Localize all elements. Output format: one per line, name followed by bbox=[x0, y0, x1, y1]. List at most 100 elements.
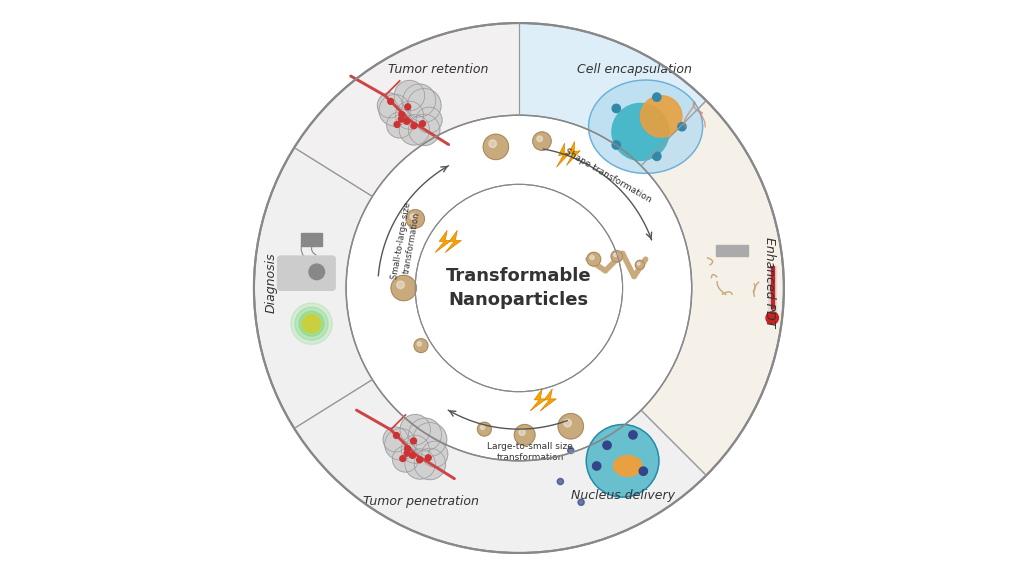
Polygon shape bbox=[445, 230, 461, 253]
Circle shape bbox=[394, 81, 425, 111]
Circle shape bbox=[346, 115, 692, 461]
Circle shape bbox=[385, 429, 417, 460]
Circle shape bbox=[411, 214, 416, 219]
Circle shape bbox=[387, 112, 413, 138]
Circle shape bbox=[558, 414, 584, 439]
Circle shape bbox=[480, 425, 484, 430]
Circle shape bbox=[309, 264, 325, 279]
Circle shape bbox=[477, 422, 492, 436]
Bar bbox=[771, 266, 773, 308]
Circle shape bbox=[640, 96, 682, 137]
Wedge shape bbox=[294, 23, 519, 196]
Circle shape bbox=[587, 252, 601, 266]
Circle shape bbox=[514, 425, 536, 445]
Polygon shape bbox=[556, 143, 570, 167]
Circle shape bbox=[383, 427, 409, 452]
Circle shape bbox=[392, 446, 419, 472]
Circle shape bbox=[254, 23, 784, 553]
Circle shape bbox=[425, 455, 431, 461]
Circle shape bbox=[567, 448, 573, 453]
Circle shape bbox=[557, 479, 563, 484]
Circle shape bbox=[403, 119, 410, 124]
Circle shape bbox=[420, 121, 425, 127]
Wedge shape bbox=[641, 101, 784, 475]
Circle shape bbox=[612, 104, 669, 161]
Circle shape bbox=[404, 104, 411, 110]
Circle shape bbox=[635, 260, 644, 270]
Circle shape bbox=[400, 415, 430, 445]
Circle shape bbox=[299, 311, 324, 336]
Circle shape bbox=[411, 438, 417, 444]
Circle shape bbox=[587, 425, 658, 497]
FancyBboxPatch shape bbox=[278, 256, 335, 290]
Bar bbox=[717, 245, 748, 256]
Wedge shape bbox=[519, 23, 707, 166]
Circle shape bbox=[593, 462, 601, 470]
Circle shape bbox=[414, 339, 428, 353]
Text: Tumor penetration: Tumor penetration bbox=[364, 495, 479, 507]
Circle shape bbox=[399, 456, 406, 461]
Circle shape bbox=[410, 453, 416, 458]
Circle shape bbox=[590, 255, 594, 260]
Circle shape bbox=[404, 450, 410, 456]
Circle shape bbox=[401, 435, 429, 463]
Circle shape bbox=[613, 253, 617, 257]
Circle shape bbox=[417, 342, 421, 346]
Circle shape bbox=[404, 449, 435, 479]
Circle shape bbox=[378, 93, 402, 118]
Circle shape bbox=[578, 499, 585, 505]
Ellipse shape bbox=[589, 80, 702, 173]
Circle shape bbox=[398, 116, 404, 122]
Polygon shape bbox=[541, 389, 556, 411]
Circle shape bbox=[488, 140, 497, 147]
Circle shape bbox=[416, 184, 623, 392]
Wedge shape bbox=[641, 101, 784, 475]
Circle shape bbox=[388, 98, 393, 104]
Text: Diagnosis: Diagnosis bbox=[265, 252, 278, 313]
Circle shape bbox=[394, 122, 400, 127]
Text: Nucleus delivery: Nucleus delivery bbox=[570, 489, 675, 502]
Circle shape bbox=[652, 152, 662, 161]
Circle shape bbox=[302, 314, 321, 333]
Text: Transformable
Nanoparticles: Transformable Nanoparticles bbox=[446, 267, 592, 309]
Text: Large-to-small size
transformation: Large-to-small size transformation bbox=[487, 442, 573, 462]
Circle shape bbox=[637, 263, 640, 265]
Circle shape bbox=[404, 446, 411, 452]
Circle shape bbox=[295, 307, 328, 340]
Circle shape bbox=[639, 467, 647, 475]
Circle shape bbox=[603, 441, 611, 449]
Circle shape bbox=[416, 107, 442, 133]
Text: Small-to-large size
transformation: Small-to-large size transformation bbox=[390, 202, 423, 282]
Circle shape bbox=[406, 210, 424, 228]
Circle shape bbox=[409, 418, 441, 451]
Polygon shape bbox=[435, 230, 452, 253]
Circle shape bbox=[629, 431, 637, 439]
Circle shape bbox=[379, 94, 411, 126]
Circle shape bbox=[611, 251, 623, 262]
Circle shape bbox=[612, 141, 621, 149]
Circle shape bbox=[766, 312, 778, 324]
Circle shape bbox=[612, 104, 621, 112]
Circle shape bbox=[415, 448, 445, 480]
Circle shape bbox=[408, 89, 441, 122]
Circle shape bbox=[399, 112, 404, 118]
Polygon shape bbox=[566, 142, 581, 165]
Circle shape bbox=[652, 93, 662, 101]
Circle shape bbox=[422, 441, 447, 467]
Polygon shape bbox=[530, 389, 546, 411]
Circle shape bbox=[413, 423, 446, 456]
Text: Shape transformation: Shape transformation bbox=[563, 147, 653, 204]
Wedge shape bbox=[294, 380, 707, 553]
Bar bbox=[301, 233, 322, 246]
Circle shape bbox=[411, 123, 417, 128]
Circle shape bbox=[483, 134, 509, 160]
Circle shape bbox=[537, 136, 543, 142]
Circle shape bbox=[402, 84, 436, 117]
Circle shape bbox=[564, 419, 571, 427]
Circle shape bbox=[391, 275, 417, 301]
Ellipse shape bbox=[613, 456, 642, 476]
Circle shape bbox=[409, 114, 440, 146]
Bar bbox=[768, 266, 776, 318]
Circle shape bbox=[399, 115, 429, 145]
Circle shape bbox=[396, 281, 404, 289]
